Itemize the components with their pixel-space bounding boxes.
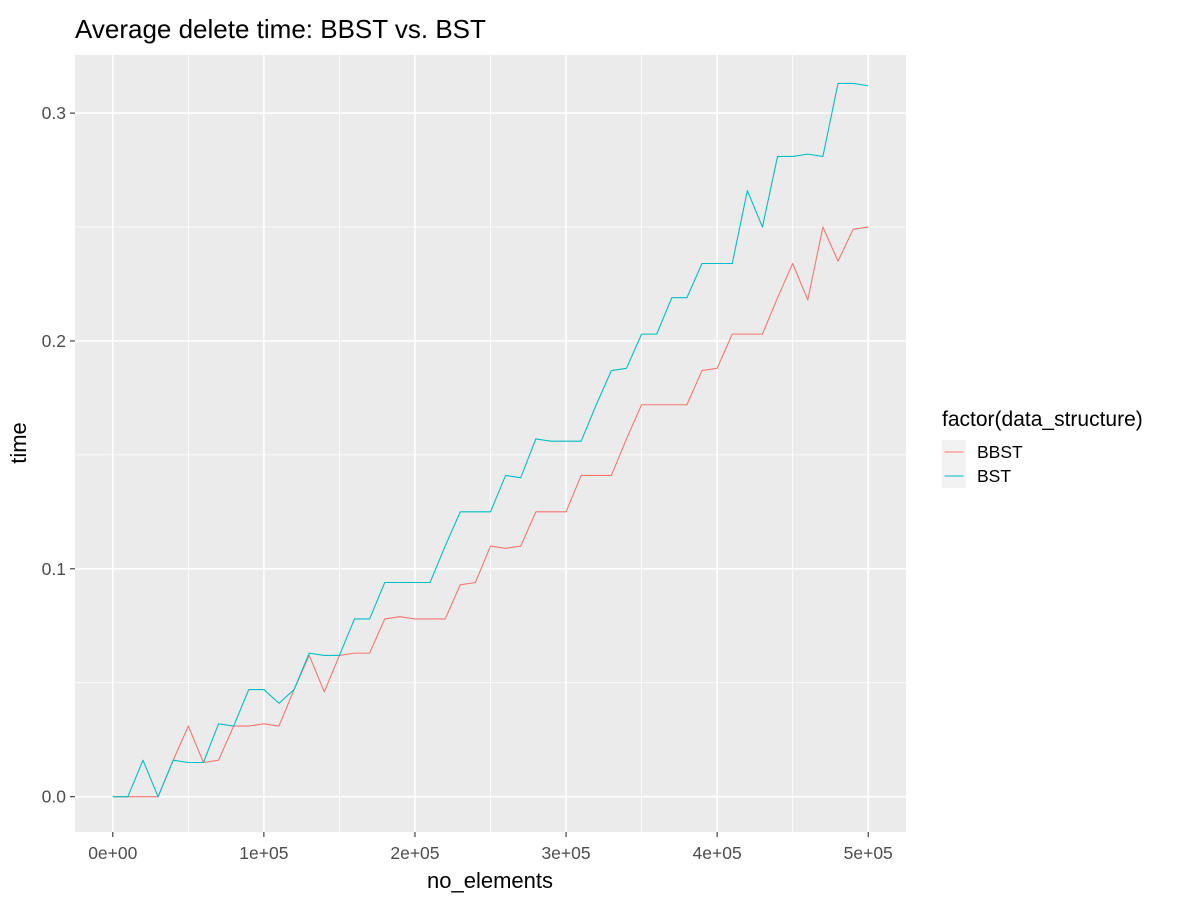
x-tick-label: 0e+00 bbox=[88, 843, 137, 863]
y-tick-label: 0.2 bbox=[42, 331, 66, 351]
x-tick-label: 1e+05 bbox=[239, 843, 288, 863]
y-tick-label: 0.0 bbox=[42, 787, 67, 807]
x-tick-label: 2e+05 bbox=[390, 843, 439, 863]
legend-label-bbst: BBST bbox=[977, 442, 1023, 462]
y-tick-label: 0.1 bbox=[42, 559, 66, 579]
legend-items: BBST BST bbox=[942, 440, 1023, 488]
y-axis-label: time bbox=[6, 422, 31, 464]
chart-title: Average delete time: BBST vs. BST bbox=[75, 14, 486, 44]
x-axis-ticks: 0e+00 1e+05 2e+05 3e+05 4e+05 5e+05 bbox=[88, 832, 893, 863]
series-lines bbox=[112, 82, 869, 798]
x-tick-label: 5e+05 bbox=[844, 843, 893, 863]
y-axis-ticks: 0.0 0.1 0.2 0.3 bbox=[42, 103, 75, 807]
x-tick-label: 3e+05 bbox=[541, 843, 590, 863]
legend-label-bst: BST bbox=[977, 466, 1011, 486]
x-axis-label: no_elements bbox=[427, 868, 553, 893]
y-tick-label: 0.3 bbox=[42, 103, 66, 123]
minor-gridlines bbox=[75, 55, 906, 832]
x-tick-label: 4e+05 bbox=[693, 843, 742, 863]
series-line-bbst bbox=[112, 226, 869, 798]
legend-title: factor(data_structure) bbox=[942, 408, 1143, 431]
legend: factor(data_structure) BBST BST bbox=[942, 408, 1143, 488]
major-gridlines bbox=[75, 55, 906, 832]
series-line-bst bbox=[112, 82, 869, 798]
